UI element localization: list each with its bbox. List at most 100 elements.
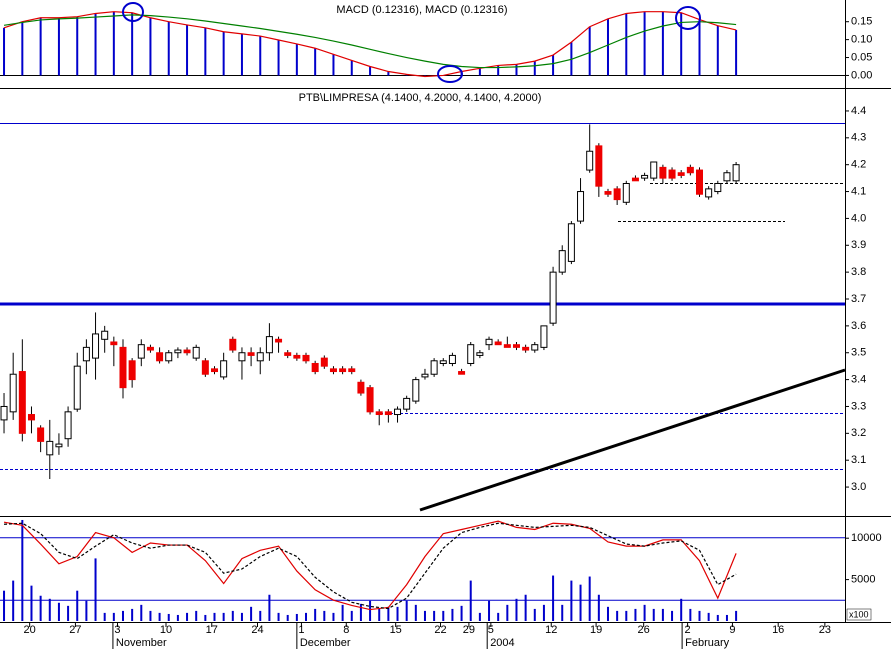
candle-body bbox=[320, 357, 328, 367]
y-tick-label: 3.3 bbox=[851, 400, 866, 412]
candle-body bbox=[641, 174, 649, 179]
volume-bar bbox=[359, 603, 362, 621]
candle-body bbox=[366, 387, 374, 413]
volume-bar bbox=[478, 612, 481, 621]
volume-bar bbox=[387, 606, 390, 621]
volume-bar bbox=[570, 580, 573, 621]
volume-bar bbox=[332, 612, 335, 621]
histogram-bar bbox=[369, 66, 372, 76]
candle-body bbox=[705, 188, 713, 198]
volume-bar bbox=[396, 606, 399, 621]
highlight-circle bbox=[437, 65, 463, 83]
volume-bar bbox=[524, 594, 527, 621]
x-tick-label: 24 bbox=[251, 624, 263, 636]
volume-bar bbox=[186, 612, 189, 621]
candle-body bbox=[357, 381, 365, 394]
candle-body bbox=[558, 250, 566, 273]
histogram-bar bbox=[57, 17, 60, 76]
volume-bar bbox=[39, 595, 42, 621]
x-tick-label: 3 bbox=[114, 624, 120, 636]
y-tick-label: 3.9 bbox=[851, 239, 866, 251]
volume-bar bbox=[451, 608, 454, 621]
y-tick-label: 10000 bbox=[851, 532, 882, 544]
volume-bar bbox=[661, 608, 664, 621]
candle-body bbox=[567, 223, 575, 262]
volume-bar bbox=[259, 610, 262, 621]
volume-bar bbox=[597, 594, 600, 621]
volume-bar bbox=[606, 606, 609, 621]
candle-body bbox=[128, 360, 136, 381]
candle-body bbox=[55, 443, 63, 448]
candle-body bbox=[92, 333, 100, 359]
month-label: November bbox=[116, 637, 167, 649]
volume-bar bbox=[488, 600, 491, 621]
candle-body bbox=[174, 349, 182, 354]
candle-body bbox=[622, 182, 630, 203]
candle-body bbox=[412, 379, 420, 402]
candle-body bbox=[695, 169, 703, 195]
y-tick-label: 3.7 bbox=[851, 293, 866, 305]
unit-label: x100 bbox=[849, 609, 869, 619]
histogram-bar bbox=[625, 13, 628, 76]
y-tick-label: 4.2 bbox=[851, 159, 866, 171]
volume-bar bbox=[131, 608, 134, 621]
candle-body bbox=[210, 368, 218, 373]
candle-body bbox=[0, 405, 8, 421]
x-tick-label: 5 bbox=[488, 624, 494, 636]
candle-body bbox=[613, 188, 621, 201]
candle-body bbox=[73, 365, 81, 410]
volume-bar bbox=[295, 613, 298, 621]
volume-bar bbox=[506, 604, 509, 621]
volume-bar bbox=[314, 608, 317, 621]
histogram-bar bbox=[295, 43, 298, 76]
candle-body bbox=[686, 166, 694, 174]
y-tick-label: 3.8 bbox=[851, 266, 866, 278]
candle-body bbox=[9, 373, 17, 413]
volume-bar bbox=[158, 612, 161, 621]
candle-body bbox=[723, 172, 731, 182]
histogram-bar bbox=[387, 71, 390, 76]
x-tick-label: 20 bbox=[24, 624, 36, 636]
candle-body bbox=[101, 330, 109, 340]
candle-body bbox=[586, 150, 594, 171]
x-tick-label: 15 bbox=[390, 624, 402, 636]
candle-body bbox=[256, 352, 264, 362]
candle-body bbox=[311, 362, 319, 373]
candle-body bbox=[265, 336, 273, 354]
volume-bar bbox=[423, 610, 426, 621]
volume-bar bbox=[149, 610, 152, 621]
histogram-bar bbox=[478, 68, 481, 76]
volume-bar bbox=[195, 610, 198, 621]
macd-line bbox=[3, 14, 737, 69]
candle-body bbox=[485, 338, 493, 346]
volume-bar bbox=[515, 598, 518, 621]
volume-bar bbox=[204, 614, 207, 621]
panel-title: MACD (0.12316), MACD (0.12316) bbox=[336, 4, 507, 16]
y-tick-label: 3.2 bbox=[851, 427, 866, 439]
y-tick-label: 5000 bbox=[851, 574, 875, 586]
candle-body bbox=[165, 352, 173, 362]
y-tick-label: 4.4 bbox=[851, 105, 866, 117]
candle-body bbox=[275, 338, 283, 343]
histogram-bar bbox=[680, 12, 683, 76]
candle-body bbox=[82, 346, 90, 362]
y-tick-label: 0.15 bbox=[851, 16, 872, 28]
x-tick-label: 8 bbox=[343, 624, 349, 636]
candle-body bbox=[220, 360, 228, 378]
volume-bar bbox=[588, 576, 591, 621]
histogram-bar bbox=[643, 11, 646, 76]
volume-bar bbox=[67, 605, 70, 621]
candle-body bbox=[476, 352, 484, 356]
candle-body bbox=[146, 346, 154, 351]
candle-body bbox=[119, 346, 127, 389]
drawings bbox=[0, 123, 846, 512]
volume-bar bbox=[414, 604, 417, 621]
histogram-bar bbox=[3, 27, 6, 76]
volume-bar bbox=[305, 612, 308, 621]
x-tick-label: 26 bbox=[638, 624, 650, 636]
candle-body bbox=[503, 344, 511, 348]
volume-bar bbox=[460, 605, 463, 621]
histogram-bar bbox=[552, 55, 555, 76]
